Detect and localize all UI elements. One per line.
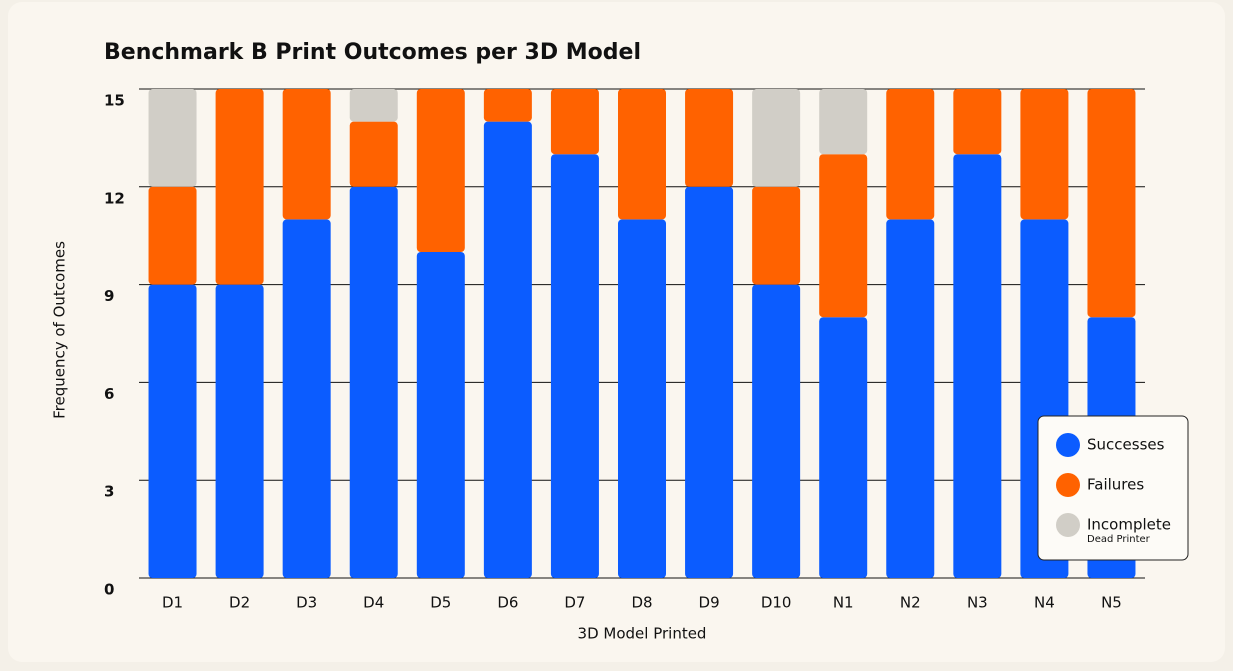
bar-segment (886, 89, 935, 220)
bar-segment (1020, 89, 1069, 220)
bar-segment (819, 89, 868, 155)
bar-segment (550, 89, 599, 155)
bar-segment (349, 121, 398, 187)
chart-title: Benchmark B Print Outcomes per 3D Model (104, 40, 641, 65)
bar-segment (148, 89, 197, 187)
x-tick-label: D9 (699, 594, 720, 612)
legend-label: Failures (1087, 476, 1144, 494)
x-axis-title: 3D Model Printed (578, 625, 707, 643)
y-tick-label: 12 (104, 189, 125, 207)
legend-label: Incomplete (1087, 516, 1171, 534)
bar-segment (685, 89, 734, 187)
bar-segment (819, 154, 868, 318)
bar-segment (282, 219, 331, 578)
bar-segment (215, 89, 264, 285)
x-tick-label: D7 (564, 594, 585, 612)
x-tick-label: N1 (833, 594, 854, 612)
legend-label: Successes (1087, 436, 1165, 454)
x-tick-label: D10 (761, 594, 792, 612)
x-tick-label: N4 (1034, 594, 1055, 612)
bar-segment (953, 89, 1002, 155)
y-tick-label: 15 (104, 92, 125, 110)
x-tick-label: D4 (363, 594, 384, 612)
bar-segment (752, 186, 801, 285)
bar-segment (618, 219, 666, 578)
x-tick-label: N2 (900, 594, 921, 612)
bar-segment (215, 284, 264, 578)
y-tick-label: 9 (104, 287, 114, 305)
bar-segment (148, 186, 197, 285)
bar-segment (349, 89, 398, 122)
x-tick-label: N5 (1101, 594, 1122, 612)
bar-segment (550, 154, 599, 578)
bar-segment (416, 252, 465, 578)
bar-segment (819, 317, 868, 578)
bar-segment (953, 154, 1002, 578)
y-tick-label: 3 (104, 483, 114, 501)
bar-segment (148, 284, 197, 578)
y-axis-title: Frequency of Outcomes (51, 241, 69, 419)
x-tick-label: D5 (430, 594, 451, 612)
legend-swatch (1056, 473, 1080, 497)
bar-segment (349, 186, 398, 579)
x-tick-label: D3 (296, 594, 317, 612)
x-tick-label: D8 (631, 594, 652, 612)
bar-segment (282, 89, 331, 220)
x-tick-label: D2 (229, 594, 250, 612)
bar-segment (483, 89, 532, 122)
x-tick-label: D6 (497, 594, 518, 612)
y-tick-label: 6 (104, 385, 114, 403)
x-tick-label: D1 (162, 594, 183, 612)
legend-sublabel: Dead Printer (1087, 534, 1151, 545)
legend-swatch (1056, 513, 1080, 537)
bar-segment (1087, 89, 1136, 318)
bar-segment (483, 121, 532, 578)
bar-segment (752, 89, 801, 187)
x-tick-label: N3 (967, 594, 988, 612)
bar-segment (886, 219, 935, 578)
y-tick-label: 0 (104, 581, 114, 599)
bar-segment (416, 89, 465, 252)
bar-segment (752, 284, 801, 578)
legend-swatch (1056, 433, 1080, 457)
bar-segment (618, 89, 666, 220)
bar-segment (685, 186, 734, 579)
